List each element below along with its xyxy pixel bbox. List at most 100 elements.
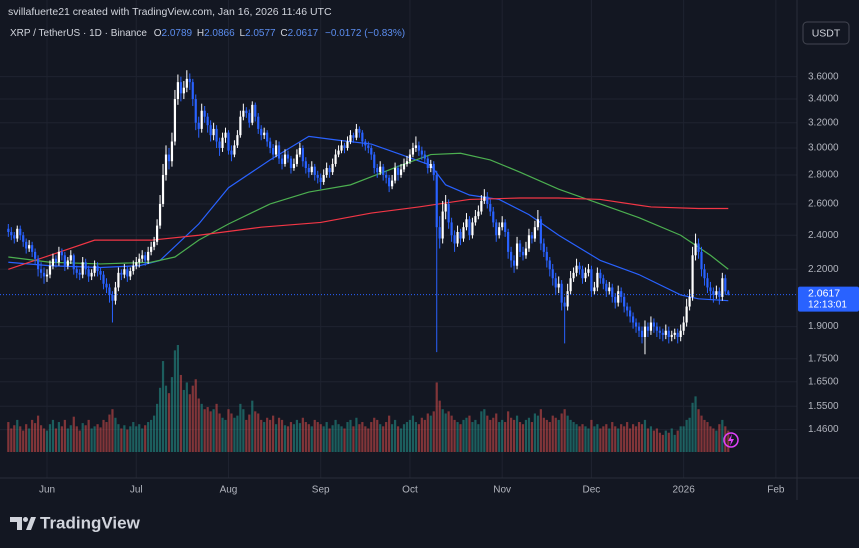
candle-body [697, 243, 700, 252]
candle-body [81, 262, 84, 275]
candle-body [480, 200, 483, 212]
volume-bar [75, 426, 78, 452]
volume-bar [298, 423, 301, 452]
volume-bar [99, 427, 102, 452]
candle-body [295, 154, 299, 164]
volume-bar [643, 419, 647, 452]
candle-body [676, 332, 679, 338]
volume-bar [459, 424, 462, 452]
volume-bar [620, 424, 623, 452]
candle-body [135, 262, 138, 266]
volume-bar [527, 417, 531, 452]
candle-body [233, 145, 236, 155]
candle-body [96, 265, 99, 272]
candle-body [435, 174, 438, 228]
candle-body [349, 135, 352, 142]
volume-bar [206, 407, 209, 452]
candle-body [194, 99, 197, 123]
alert-icon[interactable] [723, 432, 739, 448]
volume-bar [25, 424, 28, 452]
candle-body [393, 168, 397, 181]
candle-body [682, 322, 685, 331]
volume-bar [322, 426, 325, 452]
currency-button[interactable] [802, 21, 850, 45]
candle-body [376, 168, 379, 173]
candle-body [373, 154, 376, 169]
candle-body [483, 196, 486, 201]
candle-body [584, 272, 587, 279]
volume-bar [611, 422, 614, 452]
candle-body [34, 251, 37, 259]
volume-bar [414, 422, 418, 452]
candle-body [358, 128, 361, 133]
volume-bar [385, 422, 388, 452]
volume-bar [721, 419, 724, 452]
volume-bar [93, 426, 96, 452]
candle-body [581, 269, 584, 279]
volume-bar [373, 417, 376, 452]
candle-body [495, 222, 498, 236]
volume-bar [727, 430, 730, 452]
volume-bar [438, 400, 441, 452]
volume-bar [277, 417, 281, 452]
alert-icon-bolt [728, 434, 734, 446]
volume-bar [676, 430, 679, 452]
candle-body [530, 235, 534, 239]
ohlc-value: 2.0866 [204, 28, 235, 39]
candle-body [66, 260, 69, 266]
volume-bar [629, 428, 632, 452]
candle-body [388, 177, 391, 187]
volume-bar [429, 415, 432, 452]
volume-bar [346, 422, 349, 452]
candle-body [408, 154, 412, 162]
candle-body [141, 255, 144, 259]
candle-body [90, 272, 93, 277]
volume-bar [637, 422, 641, 452]
candle-body [575, 265, 578, 273]
candle-body [132, 265, 135, 272]
volume-bar [602, 426, 605, 452]
change: −0.0172 (−0.83%) [325, 28, 405, 39]
volume-bar [590, 419, 593, 452]
candle-body [257, 116, 260, 129]
candle-body [521, 251, 525, 256]
volume-bar [72, 416, 75, 452]
volume-bar [462, 419, 465, 452]
volume-bar [45, 430, 49, 452]
volume-bar [227, 409, 230, 452]
candle-body [185, 78, 188, 88]
candle-body [385, 174, 388, 178]
volume-bar [155, 403, 159, 452]
candle-body [54, 258, 58, 263]
candle-body [691, 255, 694, 297]
candle-body [462, 227, 465, 239]
volume-bar [111, 409, 114, 452]
volume-bar [144, 425, 147, 452]
y-tick-label: 3.0000 [808, 143, 839, 154]
volume-bar [325, 422, 328, 452]
volume-bar [203, 409, 206, 452]
volume-bar [575, 424, 578, 452]
volume-bar [703, 419, 706, 452]
candle-body [84, 262, 87, 270]
y-tick-label: 3.4000 [808, 94, 839, 105]
volume-bar [432, 411, 435, 452]
x-tick-label: Jun [39, 485, 55, 496]
candle-body [337, 150, 340, 155]
candle-body [45, 274, 49, 277]
volume-bar [548, 422, 551, 452]
candle-body [102, 274, 105, 284]
logo-dot [23, 517, 28, 522]
volume-bar [391, 424, 394, 452]
candle-body [36, 258, 40, 270]
volume-bar [560, 413, 563, 452]
candle-body [587, 269, 590, 273]
candle-body [355, 128, 358, 138]
volume-bar [572, 422, 575, 452]
volume-bar [242, 409, 245, 452]
candle-body [304, 161, 307, 169]
volume-bar [530, 422, 534, 452]
volume-bar [426, 413, 429, 452]
candle-body [566, 291, 569, 307]
volume-bar [608, 428, 611, 452]
